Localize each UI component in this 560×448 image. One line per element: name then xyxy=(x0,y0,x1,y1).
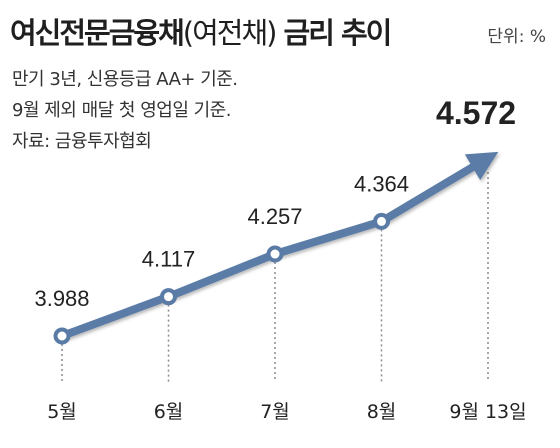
value-label: 3.988 xyxy=(34,286,89,311)
chart-notes: 만기 3년, 신용등급 AA+ 기준. 9월 제외 매달 첫 영업일 기준. 자… xyxy=(12,64,238,157)
value-label: 4.117 xyxy=(142,247,195,272)
category-label: 9월 13일 xyxy=(449,401,526,423)
note-maturity: 만기 3년, 신용등급 AA+ 기준. xyxy=(12,69,238,90)
category-label: 7월 xyxy=(260,401,290,423)
guide-lines xyxy=(61,172,489,382)
markers xyxy=(53,212,390,345)
category-label: 6월 xyxy=(154,401,184,423)
chart-title: 여신전문금융채(여전채) 금리 추이 xyxy=(10,10,393,52)
title-main: 여신전문금융채 xyxy=(10,16,185,50)
category-label: 5월 xyxy=(47,401,77,423)
category-label: 8월 xyxy=(367,401,397,423)
title-rest: 금리 추이 xyxy=(275,16,393,50)
note-basis: 9월 제외 매달 첫 영업일 기준. xyxy=(12,100,231,121)
series-arrowhead xyxy=(464,151,499,181)
data-point xyxy=(266,245,284,263)
series-line-group xyxy=(58,151,499,340)
data-point xyxy=(160,288,177,306)
category-labels: 5월 6월 7월 8월 9월 13일 xyxy=(47,401,526,423)
value-labels: 3.988 4.117 4.257 4.364 4.572 xyxy=(34,95,516,311)
title-paren: (여전채) xyxy=(182,16,278,50)
data-point xyxy=(53,327,71,345)
data-point xyxy=(373,212,390,230)
value-label: 4.257 xyxy=(247,204,302,229)
note-source: 자료: 금융투자협회 xyxy=(12,131,152,152)
value-label: 4.572 xyxy=(436,95,516,131)
value-label: 4.364 xyxy=(354,171,409,196)
unit-label: 단위: % xyxy=(487,27,546,47)
